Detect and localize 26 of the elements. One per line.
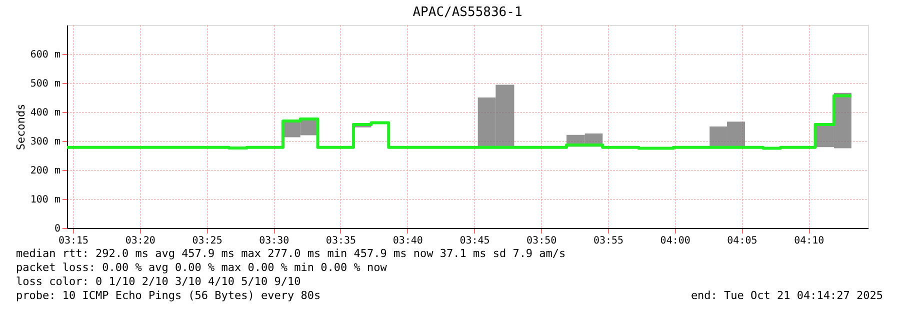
text: median rtt: 292.0 ms avg 457.9 ms max 277.0 ms min 457.9 ms now 37.1 ms sd 7.9 am/s [16,247,566,260]
y-tick-label: 0 [54,224,60,234]
x-tick-label: 03:20 [125,236,156,246]
text: loss color: 0 1/10 2/10 3/10 4/10 5/10 9/10 [16,275,301,288]
chart-title: APAC/AS55836-1 [412,5,522,20]
y-axis-title: Seconds [14,104,28,150]
x-tick-label: 03:50 [526,236,557,246]
x-tick-label: 04:05 [727,236,758,246]
x-tick-label: 03:15 [58,236,89,246]
x-tick-label: 04:10 [794,236,824,246]
x-tick-label: 03:25 [192,236,222,246]
y-tick-label: 400 m [30,108,60,118]
x-tick-label: 03:40 [392,236,423,246]
x-tick-label: 03:30 [259,236,290,246]
x-tick-label: 04:00 [660,236,690,246]
x-tick-label: 03:35 [326,236,356,246]
x-tick-label: 03:55 [593,236,624,246]
text: packet loss: 0.00 % avg 0.00 % max 0.00 % min 0.00 % now [16,261,388,274]
text: end: Tue Oct 21 04:14:27 2025 [690,289,883,302]
y-tick-label: 200 m [30,166,60,176]
y-tick-label: 300 m [30,136,60,148]
y-tick-label: 100 m [30,194,60,206]
x-tick-label: 03:45 [460,236,490,246]
y-tick-label: 500 m [30,78,60,90]
text: probe: 10 ICMP Echo Pings (56 Bytes) every 80s [16,289,321,302]
y-tick-label: 600 m [30,50,60,60]
